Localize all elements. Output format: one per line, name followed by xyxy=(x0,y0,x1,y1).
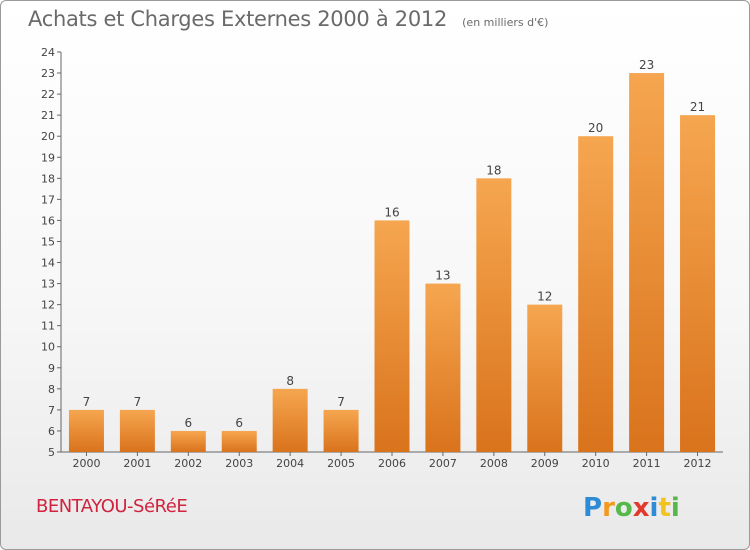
x-tick-label: 2001 xyxy=(123,457,151,470)
bar-2006 xyxy=(375,220,410,452)
y-tick-label: 23 xyxy=(41,67,55,80)
y-tick-label: 18 xyxy=(41,172,55,185)
y-tick-label: 16 xyxy=(41,214,55,227)
x-tick-label: 2009 xyxy=(531,457,559,470)
commune-name: BENTAYOU-SéRéE xyxy=(36,496,187,517)
bar-2005 xyxy=(324,410,359,452)
y-tick-label: 6 xyxy=(48,425,55,438)
proxiti-logo[interactable]: Proxiti xyxy=(583,490,693,524)
x-tick-label: 2004 xyxy=(276,457,304,470)
bar-2007 xyxy=(425,284,460,452)
x-tick-label: 2010 xyxy=(582,457,610,470)
data-label: 18 xyxy=(486,163,501,177)
x-tick-label: 2005 xyxy=(327,457,355,470)
x-tick-label: 2008 xyxy=(480,457,508,470)
y-tick-label: 22 xyxy=(41,88,55,101)
y-tick-label: 13 xyxy=(41,278,55,291)
bar-2010 xyxy=(578,136,613,452)
y-tick-label: 19 xyxy=(41,151,55,164)
data-label: 6 xyxy=(184,416,192,430)
y-tick-label: 24 xyxy=(41,46,55,59)
bar-2008 xyxy=(476,178,511,452)
y-tick-label: 8 xyxy=(48,383,55,396)
y-tick-label: 14 xyxy=(41,257,55,270)
x-tick-label: 2000 xyxy=(72,457,100,470)
y-tick-label: 9 xyxy=(48,362,55,375)
x-tick-label: 2003 xyxy=(225,457,253,470)
x-tick-label: 2012 xyxy=(684,457,712,470)
data-label: 7 xyxy=(83,395,91,409)
data-label: 12 xyxy=(537,290,552,304)
y-tick-label: 12 xyxy=(41,299,55,312)
data-label: 7 xyxy=(337,395,345,409)
y-tick-label: 15 xyxy=(41,235,55,248)
bar-2002 xyxy=(171,431,206,452)
data-label: 8 xyxy=(286,374,294,388)
data-label: 16 xyxy=(384,205,399,219)
bar-2012 xyxy=(680,115,715,452)
bar-2000 xyxy=(69,410,104,452)
x-tick-label: 2007 xyxy=(429,457,457,470)
x-tick-label: 2006 xyxy=(378,457,406,470)
x-tick-label: 2011 xyxy=(633,457,661,470)
y-tick-label: 10 xyxy=(41,341,55,354)
y-tick-label: 5 xyxy=(48,446,55,459)
bar-2009 xyxy=(527,305,562,452)
y-tick-label: 20 xyxy=(41,130,55,143)
x-tick-label: 2002 xyxy=(174,457,202,470)
data-label: 20 xyxy=(588,121,603,135)
svg-text:Proxiti: Proxiti xyxy=(583,493,680,523)
data-label: 23 xyxy=(639,58,654,72)
bar-2001 xyxy=(120,410,155,452)
bar-chart: 5 6 7 8 9 10 11 12 13 14 15 16 17 18 19 20 21 22 23 24 2000… xyxy=(1,1,750,550)
bar-2003 xyxy=(222,431,257,452)
bar-2011 xyxy=(629,73,664,452)
data-label: 13 xyxy=(435,269,450,283)
data-label: 7 xyxy=(134,395,142,409)
data-label: 21 xyxy=(690,100,705,114)
chart-frame: Achats et Charges Externes 2000 à 2012 (… xyxy=(0,0,750,550)
y-tick-label: 17 xyxy=(41,193,55,206)
bar-2004 xyxy=(273,389,308,452)
y-tick-label: 21 xyxy=(41,109,55,122)
y-tick-label: 7 xyxy=(48,404,55,417)
data-label: 6 xyxy=(235,416,243,430)
y-tick-label: 11 xyxy=(41,320,55,333)
